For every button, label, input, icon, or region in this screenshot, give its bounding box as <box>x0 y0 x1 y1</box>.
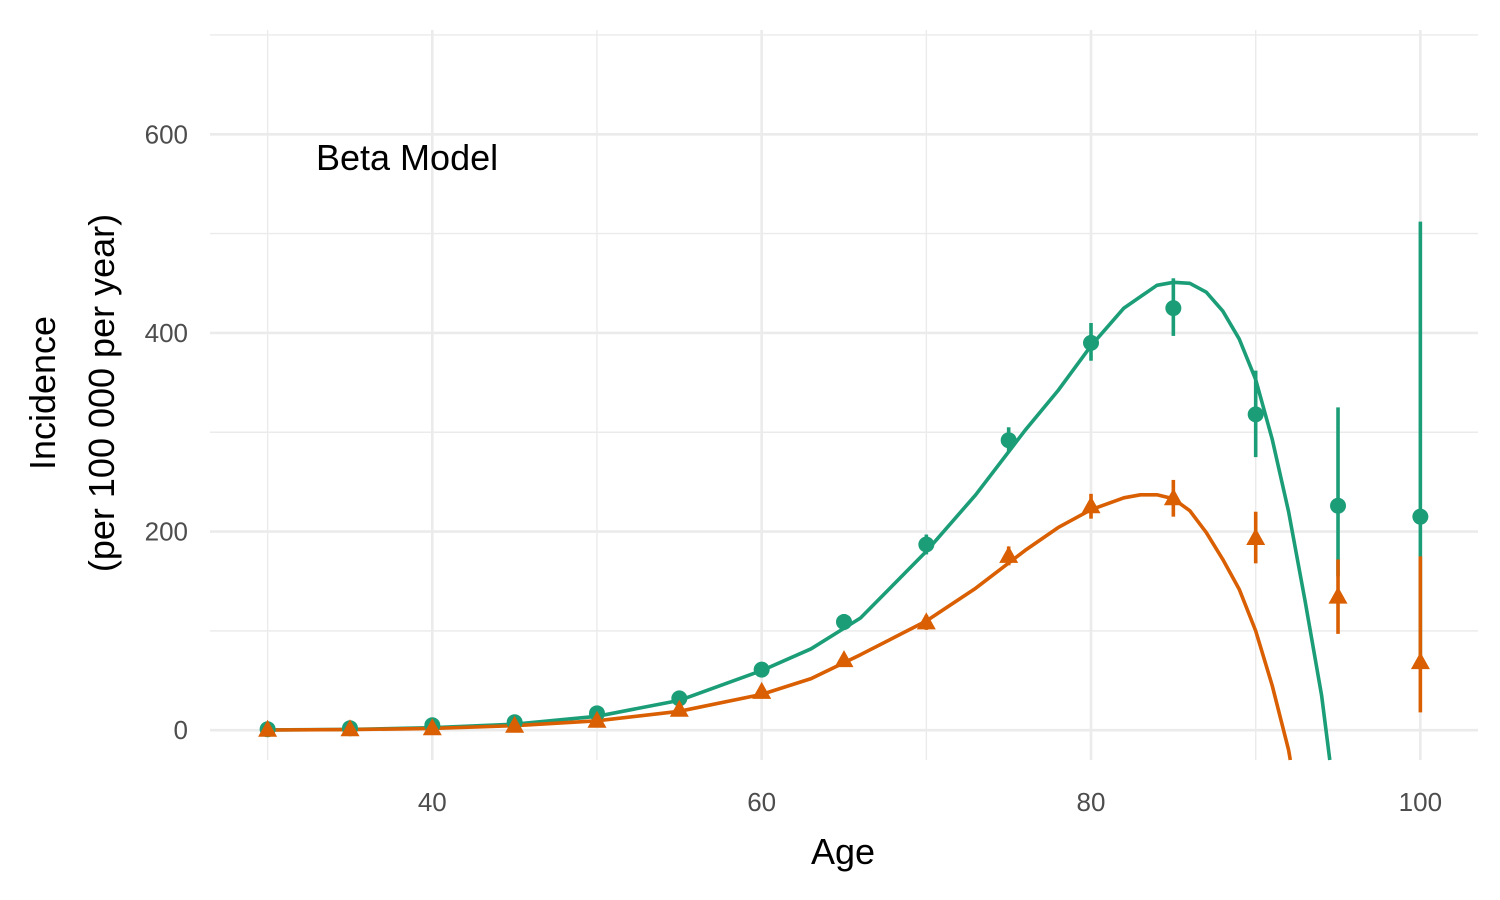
x-tick-label-40: 40 <box>418 787 447 817</box>
series_b-point-45 <box>505 715 525 733</box>
x-tick-label-80: 80 <box>1077 787 1106 817</box>
series_b-point-90 <box>1246 528 1266 545</box>
model-annotation: Beta Model <box>316 137 498 178</box>
y-axis-title-line1: Incidence <box>22 316 63 470</box>
y-tick-label-0: 0 <box>174 715 188 745</box>
series_b-point-55 <box>669 699 689 717</box>
y-axis-title-line2: (per 100 000 per year) <box>81 214 122 572</box>
fit-lines <box>267 280 1332 761</box>
series_a-point-65 <box>836 613 852 630</box>
x-axis-title: Age <box>811 831 875 872</box>
series_a-point-55 <box>671 690 688 707</box>
series_a-point-70 <box>918 536 935 553</box>
y-tick-label-600: 600 <box>145 119 188 149</box>
series_b-fit-line <box>267 493 1293 761</box>
series_a-point-100 <box>1412 508 1429 525</box>
series_b-point-75 <box>999 545 1019 563</box>
series_b-point-50 <box>587 710 607 728</box>
series_b-point-35 <box>340 719 360 737</box>
series_a-point-75 <box>1000 432 1017 449</box>
y-tick-label-200: 200 <box>145 517 188 547</box>
series_a-point-90 <box>1247 406 1264 423</box>
series_a-fit-line <box>267 280 1332 761</box>
series_b-point-60 <box>752 681 772 699</box>
series_b-point-70 <box>916 612 936 630</box>
series_b-point-40 <box>422 718 442 736</box>
grid <box>210 30 1478 760</box>
series_b-point-65 <box>834 650 854 668</box>
y-tick-label-400: 400 <box>145 318 188 348</box>
x-tick-label-60: 60 <box>747 787 776 817</box>
series_b-point-95 <box>1328 586 1348 604</box>
series_b-point-30 <box>258 719 278 737</box>
series_b-point-100 <box>1410 652 1430 670</box>
y-axis-title: Incidence (per 100 000 per year) <box>22 214 122 572</box>
series_b-point-80 <box>1081 496 1101 514</box>
series_a-point-80 <box>1083 334 1100 351</box>
data-points <box>258 300 1430 738</box>
series_b-point-85 <box>1163 488 1183 506</box>
tick-labels: 40 60 80 100 0 200 400 600 <box>145 119 1442 817</box>
series_a-point-60 <box>753 661 770 678</box>
series_a-point-85 <box>1165 300 1182 317</box>
series_a-point-95 <box>1330 497 1347 514</box>
x-tick-label-100: 100 <box>1399 787 1442 817</box>
